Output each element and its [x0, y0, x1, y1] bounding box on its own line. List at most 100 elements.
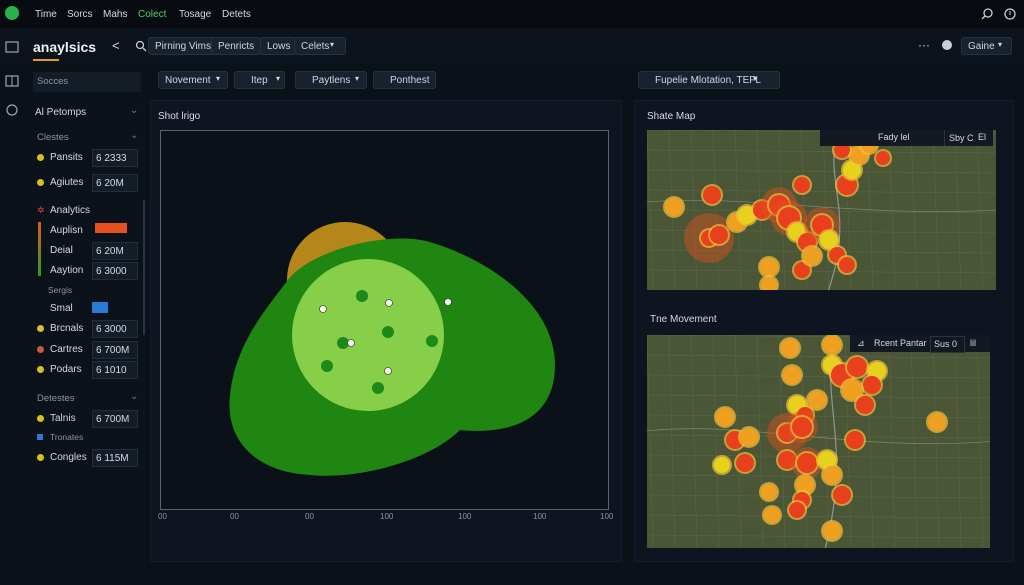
item-label[interactable]: Deial: [50, 245, 73, 256]
map-grid: [954, 335, 962, 548]
map-control[interactable]: El: [978, 132, 987, 142]
item-icon: [37, 179, 44, 186]
map-grid: [756, 335, 764, 548]
hotspot: [703, 186, 721, 204]
app-title: anaylsics: [33, 39, 97, 55]
item-label[interactable]: Agiutes: [50, 177, 84, 188]
hotspot: [876, 151, 890, 165]
menu-item[interactable]: Sorcs: [67, 9, 93, 20]
item-value: 6 1010: [92, 361, 138, 379]
map-control[interactable]: lil: [970, 338, 976, 348]
logo: [5, 6, 19, 20]
item-value: 6 115M: [92, 449, 138, 467]
filter-button[interactable]: Paytlens: [295, 71, 368, 89]
icon-rail[interactable]: [4, 40, 22, 120]
item-label[interactable]: Congles: [50, 452, 87, 463]
caret: ▾: [276, 74, 281, 83]
menu-item[interactable]: Colect: [138, 9, 167, 20]
filter-button[interactable]: Ponthest: [373, 71, 437, 89]
item-label[interactable]: Cartres: [50, 344, 83, 355]
item-label[interactable]: Auplisn: [50, 225, 83, 236]
item-value: 6 700M: [92, 410, 138, 428]
collapse[interactable]: ⌄: [130, 130, 139, 141]
x-label: 100: [533, 512, 547, 521]
info-icon[interactable]: [942, 40, 952, 50]
back-button[interactable]: <: [112, 38, 120, 53]
item-label[interactable]: Brcnals: [50, 323, 84, 334]
map-control[interactable]: Sus 0: [930, 336, 965, 353]
item-label[interactable]: Smal: [50, 303, 73, 314]
item-icon: [37, 454, 44, 461]
account-button[interactable]: Gaine: [961, 37, 1012, 55]
item-label[interactable]: Podars: [50, 364, 82, 375]
panel-title: Shot lrigo: [158, 111, 201, 122]
menu-item[interactable]: Time: [35, 9, 57, 20]
more-menu[interactable]: ···: [918, 38, 930, 52]
item-icon: [37, 366, 44, 373]
hotspot: [789, 502, 805, 518]
item-label[interactable]: Pansits: [50, 152, 83, 163]
map-grid: [647, 149, 996, 154]
map-control[interactable]: Fady lel: [878, 132, 910, 142]
sidebar-search[interactable]: Socces: [33, 72, 141, 92]
item-color-bar: [95, 223, 127, 233]
hotspot: [753, 201, 771, 219]
map-grid: [932, 335, 940, 548]
map-grid: [647, 514, 990, 519]
hotspot: [778, 451, 796, 469]
menu-item[interactable]: Detets: [222, 9, 251, 20]
hotspot: [928, 413, 946, 431]
item-label[interactable]: Tronates: [50, 432, 84, 442]
item-label[interactable]: Aaytion: [50, 265, 84, 276]
hotspot: [796, 476, 814, 494]
tab-dropdown[interactable]: Celets: [294, 37, 347, 55]
hotspot: [760, 258, 778, 276]
map-toolbar: [850, 335, 990, 352]
collapse[interactable]: ⌄: [130, 105, 139, 116]
tab[interactable]: Lows: [260, 37, 298, 55]
collapse[interactable]: ⌄: [130, 391, 139, 402]
item-value: 6 2333: [92, 149, 138, 167]
caret: ▾: [753, 74, 758, 83]
map-control[interactable]: Rcent Pantar: [874, 338, 927, 348]
heat-map[interactable]: [647, 335, 990, 548]
item-label[interactable]: Talnis: [50, 413, 76, 424]
heat-map[interactable]: [647, 130, 996, 290]
hotspot: [823, 466, 841, 484]
hotspot: [665, 198, 683, 216]
hotspot: [834, 142, 850, 158]
item-icon: [37, 325, 44, 332]
item-value: 6 700M: [92, 341, 138, 359]
menu-item[interactable]: Tosage: [179, 9, 212, 20]
panel-title: Tne Movement: [650, 314, 717, 325]
menu-item[interactable]: Mahs: [103, 9, 128, 20]
hotspot: [792, 417, 812, 437]
filter-button[interactable]: Novement: [158, 71, 228, 89]
item-value: 6 20M: [92, 242, 138, 260]
top-icons[interactable]: [980, 6, 1020, 22]
tab[interactable]: Pirning Vims: [148, 37, 218, 55]
map-control[interactable]: ⊿: [857, 338, 865, 348]
x-label: 100: [380, 512, 394, 521]
tab[interactable]: Penricts: [211, 37, 262, 55]
title-underline: [33, 59, 59, 61]
filter-button[interactable]: Itep: [234, 71, 285, 89]
map-grid: [647, 209, 996, 214]
item-icon: [37, 415, 44, 422]
hotspot: [803, 247, 821, 265]
scrollbar[interactable]: [143, 200, 145, 335]
map-grid: [690, 335, 698, 548]
search-icon[interactable]: [135, 40, 147, 52]
map-control[interactable]: Sby C: [944, 130, 977, 146]
layer-dropdown[interactable]: Fupelie Mlotation, TEFL: [638, 71, 780, 89]
map-grid: [910, 335, 918, 548]
map-grid: [954, 130, 962, 290]
x-label: 00: [230, 512, 239, 521]
item-label[interactable]: Sergis: [48, 285, 73, 295]
group-title: Analytics: [50, 205, 91, 216]
hotspot: [839, 257, 855, 273]
sidebar-heading: Al Petomps: [35, 107, 87, 118]
hotspot: [856, 396, 874, 414]
caret: ▾: [998, 40, 1003, 49]
